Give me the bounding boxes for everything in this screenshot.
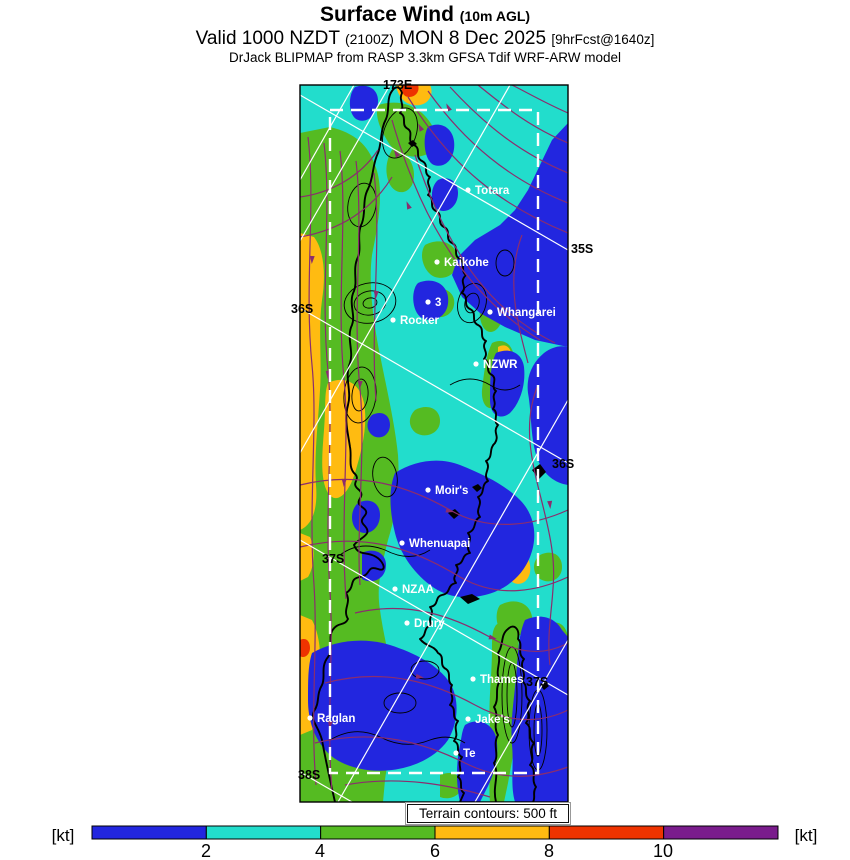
wind-map-svg: 173E 35S 36S 36S 37S 37S 38S Totara Kaik… — [291, 78, 593, 803]
legend-segment — [320, 825, 436, 840]
station-drury: Drury — [404, 618, 445, 630]
legend-tick-label: 2 — [201, 841, 211, 860]
station-name: Raglan — [317, 713, 355, 725]
station-nzaa: NZAA — [392, 584, 434, 596]
station-dot — [465, 716, 471, 722]
valid-time-line: Valid 1000 NZDT (2100Z) MON 8 Dec 2025 [… — [0, 28, 850, 50]
station-dot — [425, 299, 431, 305]
station-dot — [434, 259, 440, 265]
station-te: Te — [453, 748, 476, 760]
station-name: 3 — [435, 297, 441, 309]
model-info-line: DrJack BLIPMAP from RASP 3.3km GFSA Tdif… — [228, 50, 622, 65]
station-name: Jake's — [475, 714, 510, 726]
legend-unit-left: [kt] — [52, 826, 75, 845]
legend-segment — [663, 825, 779, 840]
legend-segment — [91, 825, 207, 840]
station-thames: Thames — [470, 674, 523, 686]
legend-tick-label: 4 — [315, 841, 325, 860]
station-dot — [390, 317, 396, 323]
legend-bar — [91, 825, 779, 840]
graticule-label: 36S — [291, 302, 313, 316]
station-dot — [473, 361, 479, 367]
station-labels: Totara Kaikohe 3 Rocker Whangarei NZWR M… — [307, 185, 556, 760]
legend-tick-label: 6 — [430, 841, 440, 860]
valid-date: MON 8 Dec 2025 — [399, 28, 547, 49]
station-kaikohe: Kaikohe — [434, 257, 489, 269]
station-name: Rocker — [400, 315, 440, 327]
station-dot — [307, 715, 313, 721]
station-name: Moir's — [435, 485, 468, 497]
station-dot — [465, 187, 471, 193]
domain-boundary-box — [328, 108, 540, 775]
valid-utc: (2100Z) — [344, 31, 394, 47]
station-name: Te — [463, 748, 476, 760]
station-whangarei: Whangarei — [487, 307, 556, 319]
legend-ticks: 2 4 6 8 10 — [201, 841, 673, 860]
coastline — [312, 86, 537, 803]
graticule-label: 38S — [298, 768, 320, 782]
legend-tick-label: 10 — [653, 841, 673, 860]
wind-region-red — [300, 85, 419, 658]
station-name: Drury — [414, 618, 445, 630]
station-name: Kaikohe — [444, 257, 489, 269]
valid-prefix: Valid 1000 NZDT — [195, 28, 340, 49]
station-dot — [404, 620, 410, 626]
station-name: NZAA — [402, 584, 434, 596]
wind-streamlines — [299, 84, 569, 798]
station-rocker: Rocker — [390, 315, 440, 327]
station-name: NZWR — [483, 359, 518, 371]
map-border — [299, 84, 569, 803]
title-text: Surface Wind — [319, 3, 454, 26]
graticule-label: 35S — [571, 242, 593, 256]
station-dot — [392, 586, 398, 592]
legend-tick-label: 8 — [544, 841, 554, 860]
legend-segment — [205, 825, 322, 840]
legend-segment — [548, 825, 665, 840]
graticule-lines — [299, 84, 569, 803]
terrain-contours-note: Terrain contours: 500 ft — [405, 802, 571, 825]
station-name: Whenuapai — [409, 538, 470, 550]
legend-svg: [kt] 2 4 6 8 10 [kt] — [52, 825, 818, 860]
station-name: Totara — [475, 185, 510, 197]
graticule-label: 37S — [526, 675, 548, 689]
station-3: 3 — [425, 297, 441, 309]
station-dot — [399, 540, 405, 546]
station-nzwr: NZWR — [473, 359, 518, 371]
station-name: Whangarei — [497, 307, 556, 319]
station-moirs: Moir's — [425, 485, 468, 497]
station-dot — [470, 676, 476, 682]
station-dot — [425, 487, 431, 493]
station-whenuapai: Whenuapai — [399, 538, 470, 550]
station-name: Thames — [480, 674, 523, 686]
title-suffix: (10m AGL) — [459, 8, 531, 24]
forecast-info: [9hrFcst@1640z] — [551, 32, 655, 47]
color-scale-legend: [kt] 2 4 6 8 10 [kt] — [0, 820, 850, 860]
graticule-label: 37S — [322, 552, 344, 566]
station-dot — [487, 309, 493, 315]
station-dot — [453, 750, 459, 756]
page-title: Surface Wind (10m AGL) — [0, 3, 850, 28]
legend-segment — [434, 825, 550, 840]
legend-unit-right: [kt] — [795, 826, 818, 845]
station-raglan: Raglan — [307, 713, 355, 725]
station-jakes: Jake's — [465, 714, 510, 726]
station-totara: Totara — [465, 185, 510, 197]
wind-map: 173E 35S 36S 36S 37S 37S 38S Totara Kaik… — [291, 78, 593, 803]
header: Surface Wind (10m AGL) Valid 1000 NZDT (… — [0, 3, 850, 65]
streamline-arrows — [309, 103, 553, 729]
graticule-label: 36S — [552, 457, 574, 471]
